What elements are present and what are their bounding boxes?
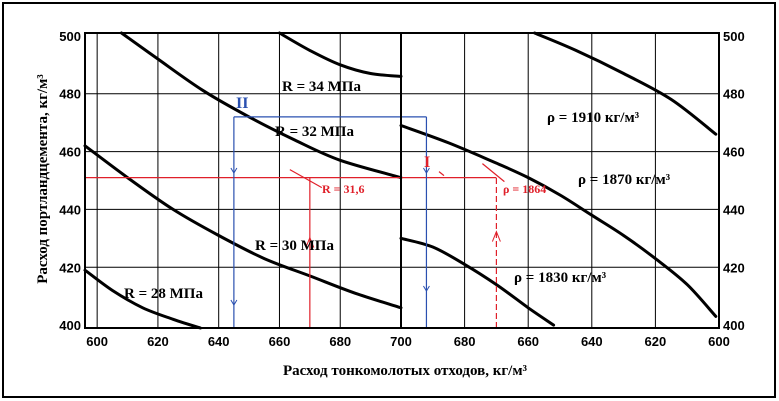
tick-label-x-left-5: 700 <box>390 334 412 349</box>
curve-right-0 <box>399 236 556 327</box>
curve-right-1 <box>399 124 718 318</box>
blue-arrow-down-1 <box>230 299 238 306</box>
red-pointer-rho <box>482 163 505 183</box>
tick-label-y-right-1: 420 <box>723 260 745 275</box>
tick-label-y-right-4: 480 <box>723 87 745 102</box>
curve-label-rho1870-text: ρ = 1870 кг/м³ <box>578 172 671 188</box>
y-axis-title: Расход портландцемента, кг/м³ <box>35 74 51 284</box>
blue-arrow-down-2 <box>423 167 430 174</box>
tick-label-y-right-2: 440 <box>723 202 745 217</box>
annotation-marker-II: II <box>236 95 248 112</box>
curve-left-3 <box>278 31 403 78</box>
tick-label-x-left-2: 640 <box>208 334 230 349</box>
frame-layer <box>84 32 720 329</box>
tick-label-x-right-0: 680 <box>454 334 476 349</box>
x-axis-title: Расход тонкомолотых отходов, кг/м³ <box>283 363 528 379</box>
annotation-r-31-6: R = 31,6 <box>322 182 365 196</box>
blue-arrow-down-3 <box>423 285 430 292</box>
curve-layer <box>83 31 718 330</box>
annotation-marker-I: I <box>424 154 430 171</box>
red-arrow-left-up <box>305 236 315 248</box>
red-arrow-right <box>438 171 445 177</box>
curve-label-r34: R = 34 МПа <box>282 79 361 95</box>
tick-label-x-right-3: 620 <box>645 334 667 349</box>
curve-label-rho1910-text: ρ = 1910 кг/м³ <box>547 110 640 126</box>
tick-label-y-right-0: 400 <box>723 318 745 333</box>
blue-arrow-down-0 <box>230 167 238 174</box>
tick-label-y-right-5: 500 <box>723 29 745 44</box>
tick-label-x-left-1: 620 <box>147 334 169 349</box>
guide-layer <box>85 116 505 328</box>
curve-label-rho1870: ρ = 1870 кг/м³ <box>578 172 671 188</box>
curve-label-r32-text: R = 32 МПа <box>275 124 354 140</box>
tick-label-x-left-0: 600 <box>86 334 108 349</box>
tick-label-y-left-2: 440 <box>59 202 81 217</box>
tick-label-y-left-5: 500 <box>59 29 81 44</box>
tick-label-y-left-4: 480 <box>59 87 81 102</box>
tick-label-y-left-1: 420 <box>59 260 81 275</box>
curve-label-r34-text: R = 34 МПа <box>282 79 361 95</box>
tick-label-y-left-0: 400 <box>59 318 81 333</box>
curve-label-rho1830-text: ρ = 1830 кг/м³ <box>514 270 607 286</box>
red-arrow-right-up <box>491 230 501 242</box>
tick-label-x-right-4: 600 <box>708 334 730 349</box>
tick-label-x-right-1: 660 <box>517 334 539 349</box>
tick-label-y-right-3: 460 <box>723 145 745 160</box>
curve-label-rho1910: ρ = 1910 кг/м³ <box>547 110 640 126</box>
curve-left-1 <box>83 144 403 310</box>
annotation-rho-1864: ρ = 1864 <box>503 182 546 196</box>
curve-label-rho1830: ρ = 1830 кг/м³ <box>514 270 607 286</box>
red-pointer-r <box>289 169 323 189</box>
curve-label-r32: R = 32 МПа <box>275 124 354 140</box>
curve-label-r28: R = 28 МПа <box>124 286 203 302</box>
tick-label-x-left-4: 680 <box>329 334 351 349</box>
curve-right-2 <box>533 31 718 136</box>
curve-label-r30: R = 30 МПа <box>255 238 334 254</box>
curve-label-r28-text: R = 28 МПа <box>124 286 203 302</box>
tick-label-x-right-2: 640 <box>581 334 603 349</box>
tick-label-x-left-3: 660 <box>269 334 291 349</box>
curve-label-r30-text: R = 30 МПа <box>255 238 334 254</box>
tick-layer: 400 420 440 460 480 500 400 420 440 460 480 500 600 6… <box>59 29 744 349</box>
curve-left-0 <box>83 268 202 330</box>
tick-label-y-left-3: 460 <box>59 145 81 160</box>
